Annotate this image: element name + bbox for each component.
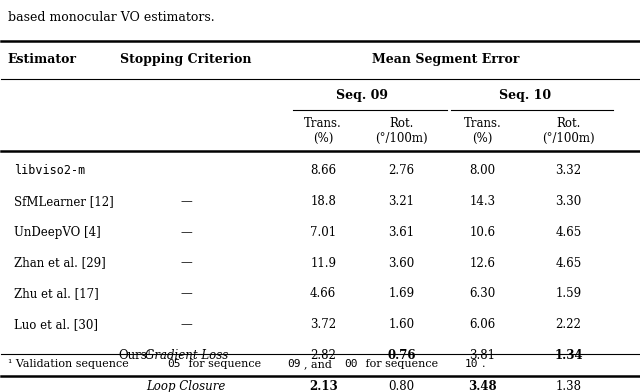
Text: Ours¹: Ours¹	[118, 349, 152, 362]
Text: for sequence: for sequence	[362, 359, 442, 369]
Text: Zhan et al. [29]: Zhan et al. [29]	[14, 256, 106, 270]
Text: 1.38: 1.38	[556, 379, 582, 392]
Text: 10.6: 10.6	[469, 226, 495, 239]
Text: 2.22: 2.22	[556, 318, 582, 331]
Text: 14.3: 14.3	[469, 195, 495, 208]
Text: 00: 00	[345, 359, 358, 369]
Text: ¹ Validation sequence: ¹ Validation sequence	[8, 359, 132, 369]
Text: libviso2-m: libviso2-m	[14, 164, 85, 177]
Text: 18.8: 18.8	[310, 195, 336, 208]
Text: Trans.
(%): Trans. (%)	[463, 117, 501, 145]
Text: .: .	[482, 359, 485, 369]
Text: 3.81: 3.81	[470, 349, 495, 362]
Text: Estimator: Estimator	[8, 53, 77, 66]
Text: 7.01: 7.01	[310, 226, 336, 239]
Text: Zhu et al. [17]: Zhu et al. [17]	[14, 287, 99, 300]
Text: 3.61: 3.61	[388, 226, 415, 239]
Text: SfMLearner [12]: SfMLearner [12]	[14, 195, 114, 208]
Text: 4.66: 4.66	[310, 287, 336, 300]
Text: —: —	[180, 226, 192, 239]
Text: Rot.
(°/100m): Rot. (°/100m)	[375, 117, 428, 145]
Text: for sequence: for sequence	[185, 359, 264, 369]
Text: 3.32: 3.32	[556, 164, 582, 177]
Text: Rot.
(°/100m): Rot. (°/100m)	[542, 117, 595, 145]
Text: 6.30: 6.30	[469, 287, 495, 300]
Text: 4.65: 4.65	[556, 256, 582, 270]
Text: 4.65: 4.65	[556, 226, 582, 239]
Text: —: —	[180, 287, 192, 300]
Text: 8.00: 8.00	[469, 164, 495, 177]
Text: 12.6: 12.6	[470, 256, 495, 270]
Text: 09: 09	[287, 359, 301, 369]
Text: 3.60: 3.60	[388, 256, 415, 270]
Text: 3.30: 3.30	[556, 195, 582, 208]
Text: Seq. 10: Seq. 10	[499, 89, 552, 102]
Text: 0.80: 0.80	[388, 379, 415, 392]
Text: —: —	[180, 195, 192, 208]
Text: Stopping Criterion: Stopping Criterion	[120, 53, 252, 66]
Text: 3.21: 3.21	[388, 195, 415, 208]
Text: 3.48: 3.48	[468, 379, 497, 392]
Text: Loop Closure: Loop Closure	[147, 379, 226, 392]
Text: Trans.
(%): Trans. (%)	[304, 117, 342, 145]
Text: , and: , and	[305, 359, 336, 369]
Text: Seq. 09: Seq. 09	[337, 89, 388, 102]
Text: 11.9: 11.9	[310, 256, 336, 270]
Text: 1.59: 1.59	[556, 287, 582, 300]
Text: —: —	[180, 318, 192, 331]
Text: UnDeepVO [4]: UnDeepVO [4]	[14, 226, 101, 239]
Text: Mean Segment Error: Mean Segment Error	[372, 53, 520, 66]
Text: Luo et al. [30]: Luo et al. [30]	[14, 318, 98, 331]
Text: 0.76: 0.76	[387, 349, 416, 362]
Text: 2.13: 2.13	[309, 379, 337, 392]
Text: 3.72: 3.72	[310, 318, 336, 331]
Text: 2.76: 2.76	[388, 164, 415, 177]
Text: 10: 10	[464, 359, 478, 369]
Text: Gradient Loss: Gradient Loss	[145, 349, 228, 362]
Text: based monocular VO estimators.: based monocular VO estimators.	[8, 11, 214, 24]
Text: 8.66: 8.66	[310, 164, 336, 177]
Text: 05: 05	[168, 359, 181, 369]
Text: 1.60: 1.60	[388, 318, 415, 331]
Text: 6.06: 6.06	[469, 318, 495, 331]
Text: 1.69: 1.69	[388, 287, 415, 300]
Text: —: —	[180, 256, 192, 270]
Text: 2.82: 2.82	[310, 349, 336, 362]
Text: 1.34: 1.34	[554, 349, 583, 362]
